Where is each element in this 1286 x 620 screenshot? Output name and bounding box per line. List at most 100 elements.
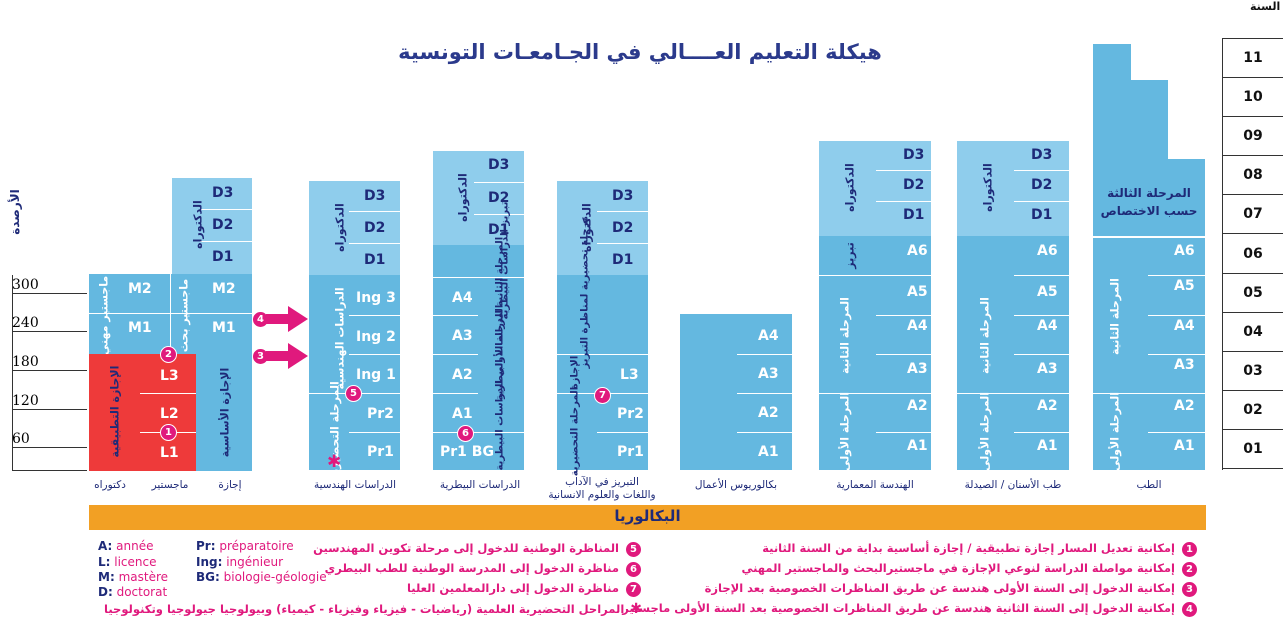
vet-cycle1-vertical: المرحلة الأولى الدراسات البيطرية	[494, 304, 506, 471]
year-axis-line	[1222, 38, 1223, 470]
page-title: هيكلة التعليم العــــالي في الجـامعـات ا…	[398, 40, 882, 64]
eng-studies-vertical: الدراسات الهندسية	[333, 287, 347, 390]
divider	[349, 315, 400, 316]
let-pr1: Pr1	[617, 444, 644, 460]
abbr-value: mastère	[114, 570, 168, 584]
divider	[1148, 315, 1205, 316]
legend-5: 5 المناظرة الوطنية للدخول إلى مرحلة تكوين…	[313, 541, 642, 558]
abbr-key: BG:	[196, 570, 220, 584]
credits-axis	[10, 270, 90, 470]
let-d2: D2	[612, 220, 634, 236]
legend-text-6: مناظرة الدخول إلى المدرسة الوطنية للطب ا…	[324, 561, 619, 575]
lmd-l1: L1	[160, 445, 179, 461]
divider	[597, 243, 648, 244]
med-third-block-2	[1131, 80, 1168, 236]
vet-a1: A1	[452, 406, 473, 422]
med-cycle2-vertical: المرحلة الثانية	[1108, 278, 1122, 355]
credit-120: 120	[12, 393, 87, 410]
archi-a3: A3	[907, 361, 928, 377]
footer-architecture: الهندسة المعمارية	[836, 479, 914, 491]
archi-d2: D2	[903, 177, 925, 193]
divider	[433, 393, 478, 394]
legend-marker-7: 7	[625, 581, 642, 598]
footer-veterinary: الدراسات البيطرية	[439, 479, 521, 491]
divider	[1148, 432, 1205, 433]
bba-a3: A3	[758, 366, 779, 382]
eng-d1: D1	[364, 252, 386, 268]
dent-cycle2-vertical: المرحلة الثانية	[978, 297, 992, 374]
divider	[1014, 315, 1069, 316]
archi-d1: D1	[903, 207, 925, 223]
credit-300: 300	[12, 277, 87, 294]
marker-4: 4	[252, 311, 269, 328]
legend-4: 4 إمكانية الدخول إلى السنة الثانية هندسة …	[622, 601, 1198, 618]
legend-7: 7 مناظرة الدخول إلى دارالمعلمين العليا	[407, 581, 642, 598]
marker-2: 2	[160, 346, 177, 363]
divider	[474, 214, 524, 215]
dent-d2: D2	[1031, 177, 1053, 193]
abbr-d: D: doctorat	[98, 585, 167, 599]
footer-dentistry: طب الأسنان / الصيدلة	[964, 479, 1062, 491]
legend-text-7: مناظرة الدخول إلى دارالمعلمين العليا	[406, 581, 619, 595]
let-prep-vertical: المرحلة التحضيرية	[569, 386, 581, 477]
marker-5: 5	[345, 385, 362, 402]
eng-pr2: Pr2	[367, 406, 394, 422]
dent-a5: A5	[1037, 284, 1058, 300]
arrow-3-icon	[266, 343, 308, 369]
divider	[433, 354, 478, 355]
legend-text-5: المناظرة الوطنية للدخول إلى مرحلة تكوين …	[313, 541, 619, 555]
credits-axis-label: الأرصدة	[8, 189, 22, 235]
divider	[1014, 201, 1069, 202]
year-09: 09	[1223, 128, 1283, 156]
divider	[876, 170, 931, 171]
archi-doctorate-block	[819, 141, 931, 236]
med-a1: A1	[1174, 438, 1195, 454]
bba-block	[680, 314, 792, 470]
med-cycle1-vertical: المرحلة الأولى	[1108, 391, 1122, 472]
let-pr2: Pr2	[617, 406, 644, 422]
divider	[1014, 432, 1069, 433]
lmd-licence-fundamental-block	[196, 354, 252, 471]
divider	[1014, 275, 1069, 276]
abbr-value: licence	[110, 555, 157, 569]
footer-lettres-1: التبريز في الآداب	[565, 476, 639, 488]
vet-d2: D2	[488, 190, 510, 206]
med-a4: A4	[1174, 318, 1195, 334]
eng-d3: D3	[364, 188, 386, 204]
divider	[1093, 393, 1205, 394]
dent-a2: A2	[1037, 398, 1058, 414]
divider	[1148, 275, 1205, 276]
legend-text-8: المراحل التحضيرية العلمية (رياضيات - فيز…	[104, 602, 625, 616]
dent-d3: D3	[1031, 147, 1053, 163]
eng-doctorate-vertical: الدكتوراه	[333, 203, 347, 252]
med-third-block-3	[1168, 159, 1205, 236]
divider	[957, 393, 1069, 394]
abbr-key: L:	[98, 555, 111, 569]
lmd-m2-pro: M2	[128, 281, 152, 297]
lmd-l3: L3	[160, 368, 179, 384]
abbr-value: préparatoire	[215, 539, 294, 553]
eng-ing3: Ing 3	[356, 290, 396, 306]
legend-marker-3: 3	[1181, 581, 1198, 598]
let-l3: L3	[620, 367, 639, 383]
credit-label: 60	[12, 431, 30, 447]
divider	[433, 315, 478, 316]
footer-bba: بكالوريوس الأعمال	[694, 479, 778, 491]
footer-doctorate: دكتوراه	[94, 479, 126, 491]
dent-cycle1-vertical: المرحلة الأولى	[978, 391, 992, 472]
year-08: 08	[1223, 167, 1283, 195]
legend-text-3: إمكانية الدخول إلى السنة الأولى هندسة عن…	[704, 581, 1175, 595]
vet-doctorate-block	[433, 151, 524, 245]
divider	[1148, 354, 1205, 355]
lmd-m1-pro: M1	[128, 320, 152, 336]
year-04: 04	[1223, 324, 1283, 352]
divider	[433, 277, 524, 278]
archi-cycle2-vertical: المرحلة الثانية	[838, 297, 852, 374]
med-a5: A5	[1174, 278, 1195, 294]
year-02: 02	[1223, 402, 1283, 430]
archi-a2: A2	[907, 398, 928, 414]
year-07: 07	[1223, 206, 1283, 234]
dent-doctorate-vertical: الدكتوراه	[981, 163, 995, 212]
marker-6: 6	[457, 425, 474, 442]
divider	[737, 432, 792, 433]
